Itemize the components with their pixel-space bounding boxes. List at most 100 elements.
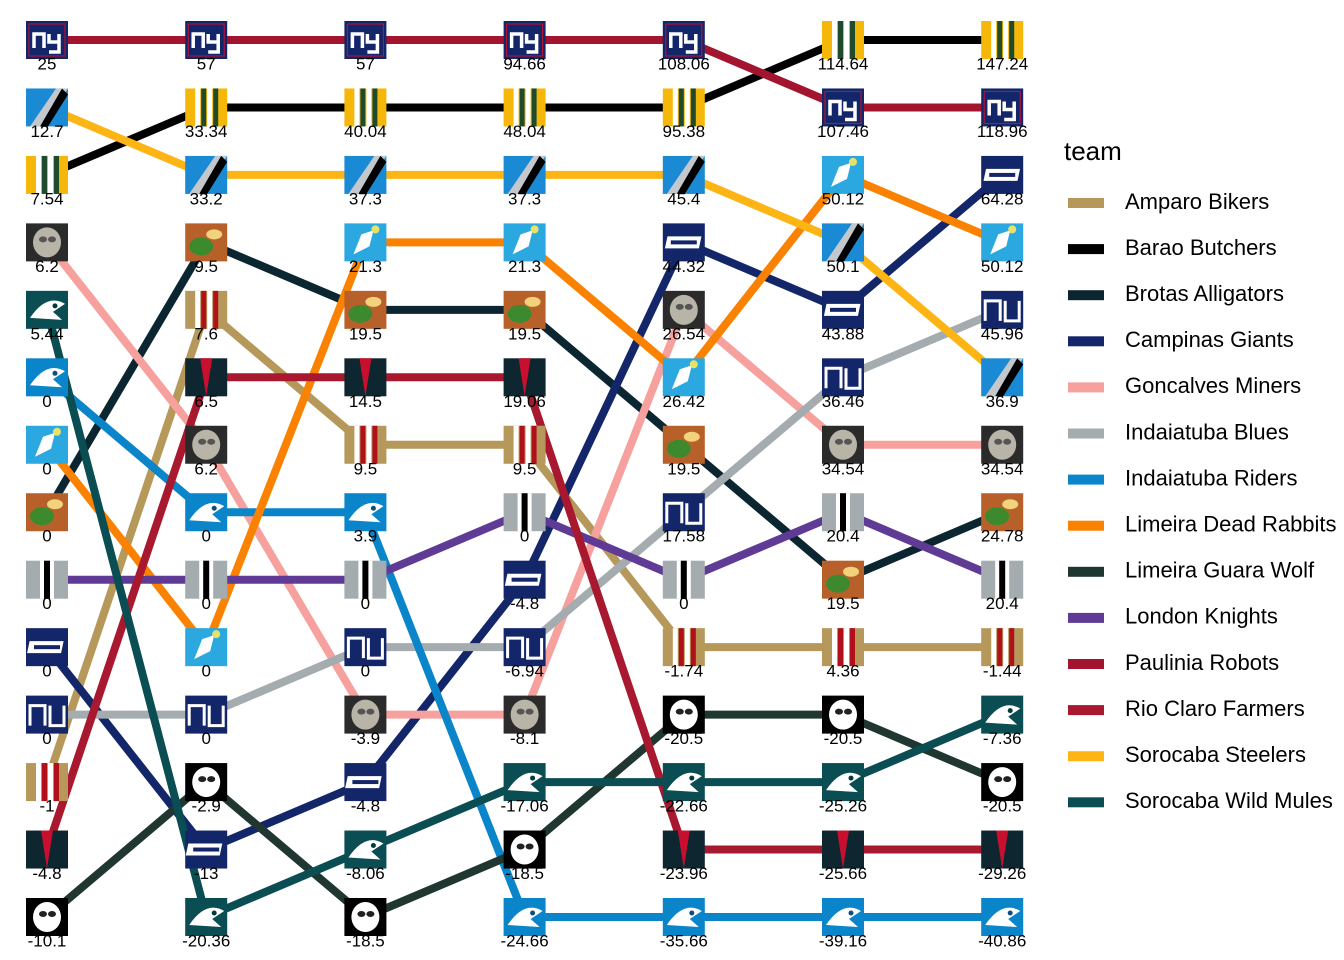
- logo-part: [36, 763, 41, 802]
- value-label: -20.5: [983, 797, 1022, 816]
- logo-part: [39, 911, 47, 917]
- value-label: 45.96: [981, 324, 1024, 343]
- team-logo: [344, 88, 387, 127]
- team-logo: [981, 155, 1024, 194]
- value-label: 4.36: [826, 662, 859, 681]
- team-logo: [503, 358, 546, 397]
- value-label: 26.42: [663, 392, 706, 411]
- team-logo: [503, 898, 546, 936]
- value-label: 12.7: [30, 122, 63, 141]
- value-label: 21.3: [349, 257, 382, 276]
- logo-part: [525, 425, 531, 464]
- logo-bg: [981, 290, 1024, 329]
- legend-label: London Knights: [1125, 604, 1278, 629]
- logo-part: [33, 227, 61, 258]
- value-label: -20.36: [182, 931, 230, 950]
- logo-part: [41, 830, 53, 869]
- legend-label: Goncalves Miners: [1125, 373, 1301, 398]
- logo-part: [207, 776, 216, 783]
- value-label: -10.1: [28, 931, 67, 950]
- logo-part: [684, 628, 690, 667]
- value-label: 26.54: [663, 324, 706, 343]
- logo-part: [510, 699, 539, 730]
- value-label: -24.66: [500, 931, 548, 950]
- value-label: 0: [42, 662, 51, 681]
- logo-part: [195, 88, 201, 127]
- legend-key: [1068, 244, 1104, 255]
- logo-part: [835, 708, 843, 715]
- team-logo: [185, 88, 228, 127]
- logo-part: [519, 88, 525, 127]
- logo-part: [848, 775, 854, 781]
- legend-label: Paulinia Robots: [1125, 650, 1279, 675]
- value-label: -18.5: [346, 931, 385, 950]
- logo-part: [838, 628, 843, 667]
- logo-part: [518, 358, 531, 397]
- logo-part: [683, 431, 700, 442]
- value-label: 0: [361, 662, 370, 681]
- team-logo: [185, 290, 228, 329]
- logo-part: [997, 21, 1003, 59]
- logo-part: [366, 911, 375, 917]
- team-logo: [662, 21, 705, 59]
- logo-part: [199, 155, 228, 194]
- team-logo: [26, 223, 68, 262]
- logo-part: [207, 438, 216, 445]
- team-logo: [503, 695, 546, 734]
- logo-part: [1009, 21, 1015, 59]
- value-label: -3.9: [351, 729, 380, 748]
- logo-part: [665, 23, 703, 57]
- team-logo: [822, 560, 864, 599]
- logo-part: [352, 780, 379, 785]
- logo-part: [351, 699, 380, 730]
- logo-part: [35, 432, 55, 457]
- team-logo: [344, 155, 387, 194]
- team-logo: [662, 290, 705, 329]
- logo-part: [516, 708, 525, 715]
- logo-part: [850, 21, 855, 59]
- logo-part: [362, 560, 369, 599]
- logo-part: [675, 708, 684, 715]
- logo-part: [521, 493, 528, 532]
- logo-part: [665, 501, 703, 525]
- value-label: 9.5: [194, 257, 218, 276]
- value-label: -23.96: [660, 864, 708, 883]
- team-logo: [503, 88, 546, 127]
- value-label: 0: [679, 594, 688, 613]
- team-logo: [185, 493, 228, 532]
- value-label: 44.32: [663, 257, 706, 276]
- legend-key: [1068, 566, 1104, 577]
- team-logo: [662, 560, 705, 599]
- logo-part: [837, 830, 849, 869]
- team-logo: [662, 88, 705, 127]
- legend-key: [1068, 612, 1104, 623]
- logos: -1 7.6 9.5 9.5 -1.74 4.36 -1.44 7.54 33.34 40.04 4…: [26, 21, 1028, 950]
- value-label: -40.86: [978, 931, 1026, 950]
- value-label: 19.5: [508, 324, 541, 343]
- team-logo: [344, 493, 387, 532]
- team-logo: [185, 155, 228, 194]
- team-logo: [981, 628, 1024, 667]
- value-label: 21.3: [508, 257, 541, 276]
- logo-part: [832, 21, 837, 59]
- legend-label: Barao Butchers: [1125, 235, 1277, 260]
- logo-part: [987, 99, 1016, 122]
- legend-label: Rio Claro Farmers: [1125, 696, 1305, 721]
- team-logo: [662, 223, 705, 262]
- logo-part: [830, 307, 856, 312]
- logo-part: [530, 910, 536, 916]
- value-label: 0: [361, 594, 370, 613]
- logo-part: [670, 240, 697, 245]
- value-label: 33.2: [190, 189, 223, 208]
- logo-part: [1003, 21, 1009, 59]
- logo-part: [512, 230, 533, 255]
- logo-part: [1008, 225, 1017, 234]
- legend-label: Amparo Bikers: [1125, 189, 1269, 214]
- team-logo: [662, 763, 705, 802]
- logo-part: [678, 628, 684, 667]
- value-label: 0: [42, 729, 51, 748]
- value-label: 147.24: [976, 54, 1028, 73]
- legend-key: [1068, 290, 1104, 301]
- value-label: 48.04: [503, 122, 546, 141]
